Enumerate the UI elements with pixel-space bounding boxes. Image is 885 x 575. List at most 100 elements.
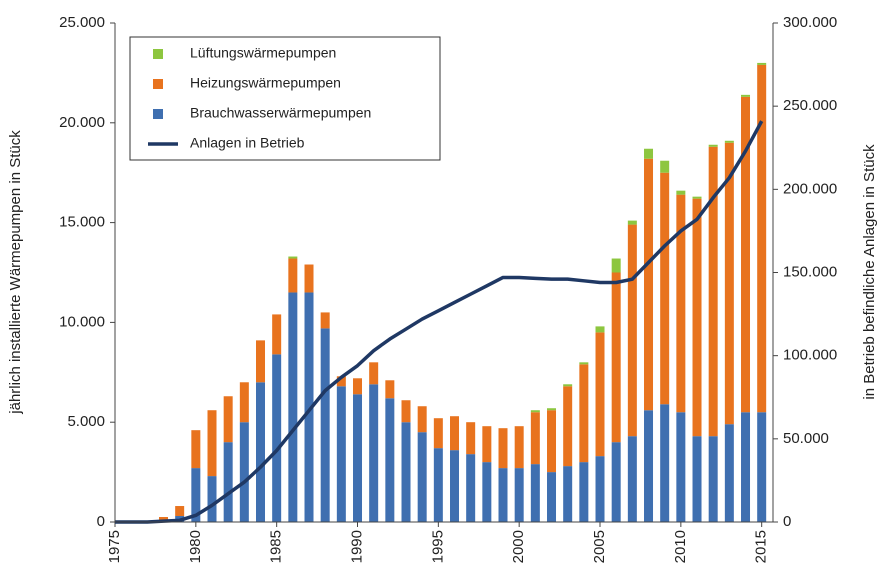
bar-segment	[595, 326, 605, 333]
bar-segment	[530, 410, 540, 413]
bar-segment	[595, 332, 605, 457]
bar-segment	[417, 432, 427, 522]
bar-segment	[223, 442, 233, 522]
bar-segment	[757, 62, 767, 65]
bar-segment	[417, 406, 427, 433]
bar-segment	[644, 148, 654, 159]
bar-segment	[272, 354, 282, 522]
bar-segment	[256, 340, 266, 383]
line-series	[115, 120, 764, 524]
bar-segment	[498, 468, 508, 522]
y-tick-label: 20.000	[59, 114, 105, 131]
bar-segment	[724, 140, 734, 143]
bar-segment	[611, 442, 621, 522]
bar-segment	[223, 396, 233, 443]
bar-segment	[304, 264, 314, 293]
x-tick-label: 1990	[348, 530, 365, 563]
y-tick-label: 15.000	[59, 214, 105, 231]
bar-segment	[530, 412, 540, 465]
bar-segment	[741, 94, 751, 97]
y-axis-label: jährlich installierte Wärmepumpen in Stü…	[7, 130, 24, 415]
y2-axis-label: in Betrieb befindliche Anlagen in Stück	[861, 144, 878, 400]
y2-tick-label: 200.000	[783, 180, 837, 197]
bar-segment	[708, 144, 718, 147]
bar-segment	[385, 398, 395, 522]
bar-segment	[579, 362, 589, 365]
x-tick-label: 2000	[510, 530, 527, 563]
bar-segment	[466, 422, 476, 455]
bar-segment	[757, 64, 767, 413]
bar-segment	[401, 422, 411, 522]
x-tick-label: 2015	[753, 530, 770, 563]
bar-segment	[708, 436, 718, 522]
bar-segment	[191, 430, 201, 469]
bar-segment	[611, 272, 621, 443]
legend-label: Brauchwasserwärmepumpen	[190, 105, 371, 121]
bar-segment	[288, 292, 298, 522]
y2-tick-label: 300.000	[783, 14, 837, 31]
bar-segment	[433, 448, 443, 522]
x-tick-label: 1995	[429, 530, 446, 563]
bar-segment	[353, 394, 363, 522]
bar-segment	[466, 454, 476, 522]
bar-segment	[482, 426, 492, 463]
legend-label: Lüftungswärmepumpen	[190, 45, 336, 61]
y-tick-label: 0	[97, 513, 105, 530]
bar-segment	[644, 410, 654, 522]
bar-segment	[724, 142, 734, 425]
bar-segment	[676, 412, 686, 522]
bar-segment	[175, 506, 185, 517]
legend: Lüftungswärmepumpen Heizungswärmepumpen Br…	[129, 36, 441, 161]
bar-segment	[450, 416, 460, 451]
bar-segment	[482, 462, 492, 522]
bar-segment	[239, 382, 249, 423]
bar-segment	[627, 436, 637, 522]
bar-segment	[336, 386, 346, 522]
bar-segment	[660, 160, 670, 173]
y2-tick-label: 100.000	[783, 347, 837, 364]
bar-segment	[320, 328, 330, 522]
bar-segment	[304, 292, 314, 522]
bar-segment	[547, 472, 557, 522]
bar-segment	[369, 362, 379, 385]
bar-segment	[547, 410, 557, 473]
bar-segment	[288, 256, 298, 259]
bar-segment	[644, 158, 654, 411]
bar-segment	[660, 404, 670, 522]
x-tick-label: 1980	[187, 530, 204, 563]
bar-segment	[627, 224, 637, 437]
bar-segment	[320, 312, 330, 329]
bar-segment	[676, 190, 686, 195]
bar-segment	[579, 462, 589, 522]
bar-segment	[353, 378, 363, 395]
x-tick-label: 2010	[672, 530, 689, 563]
legend-label: Heizungswärmepumpen	[190, 75, 341, 91]
y2-tick-label: 0	[783, 513, 791, 530]
bar-segment	[692, 196, 702, 199]
bar-segment	[579, 364, 589, 463]
bar-segment	[757, 412, 767, 522]
bar-segment	[563, 466, 573, 522]
x-tick-label: 1975	[106, 530, 123, 563]
bar-segment	[611, 258, 621, 273]
bar-segment	[272, 314, 282, 355]
bar-segment	[595, 456, 605, 522]
bar-segment	[530, 464, 540, 522]
bar-segment	[369, 384, 379, 522]
legend-marker	[153, 79, 163, 89]
legend-label: Anlagen in Betrieb	[190, 135, 305, 151]
bar-segment	[207, 410, 217, 477]
legend-marker	[153, 109, 163, 119]
bar-segment	[385, 380, 395, 399]
bar-segment	[692, 436, 702, 522]
y-tick-label: 25.000	[59, 14, 105, 31]
bar-segment	[336, 376, 346, 387]
legend-box	[129, 36, 441, 161]
bar-segment	[450, 450, 460, 522]
bar-segment	[741, 96, 751, 413]
x-tick-label: 2005	[591, 530, 608, 563]
y-tick-label: 5.000	[67, 413, 105, 430]
bar-segment	[288, 258, 298, 293]
bar-segment	[660, 172, 670, 405]
